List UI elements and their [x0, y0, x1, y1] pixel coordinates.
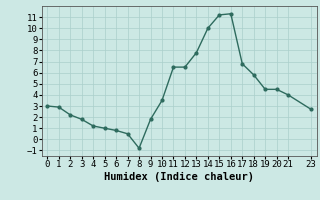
X-axis label: Humidex (Indice chaleur): Humidex (Indice chaleur): [104, 172, 254, 182]
